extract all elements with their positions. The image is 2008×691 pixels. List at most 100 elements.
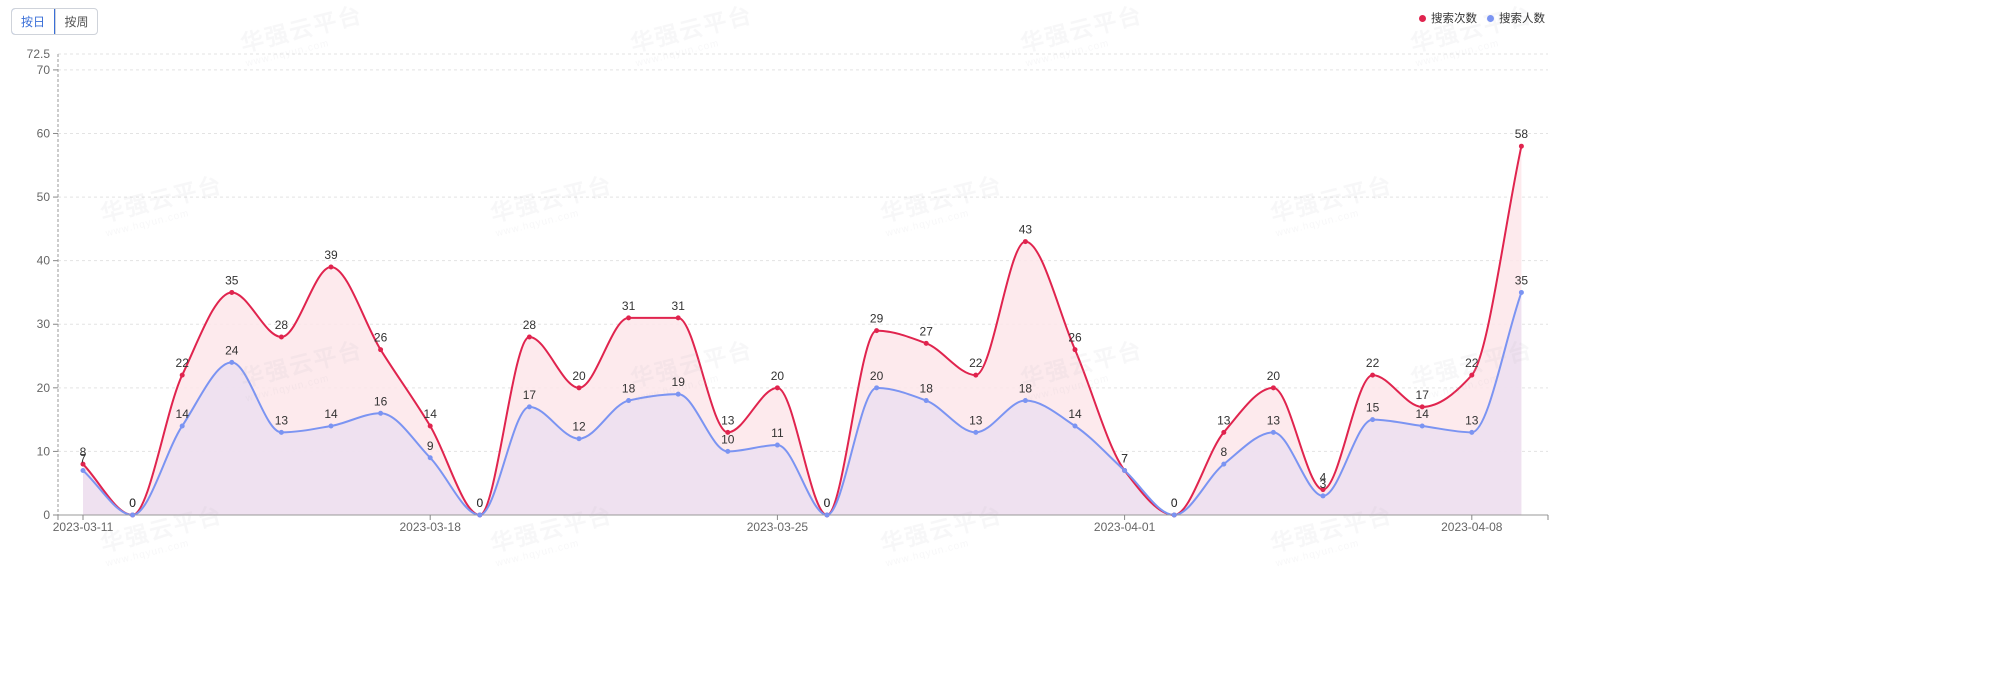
point-search-count[interactable] [278,334,284,340]
data-label-search-count: 13 [1217,413,1231,427]
data-label-search-count: 22 [176,356,190,370]
data-label-search-users: 12 [572,420,586,434]
point-search-count[interactable] [923,340,929,346]
line-search-users [82,292,1523,517]
point-search-users[interactable] [179,423,185,429]
point-search-count[interactable] [1221,429,1227,435]
point-search-count[interactable] [1270,385,1276,391]
series-points[interactable] [80,143,1524,518]
data-label-search-count: 27 [920,324,934,338]
point-search-users[interactable] [973,429,979,435]
period-toggle[interactable]: 按日 按周 [11,8,98,35]
point-search-users[interactable] [130,512,136,518]
chart-legend[interactable]: 搜索次数 搜索人数 [1419,10,1545,26]
by-week-button[interactable]: 按周 [55,9,97,34]
point-search-users[interactable] [1518,289,1524,295]
point-search-users[interactable] [1370,417,1376,423]
point-search-users[interactable] [774,442,780,448]
point-search-count[interactable] [229,289,235,295]
point-search-count[interactable] [1419,404,1425,410]
x-tick-label: 2023-04-01 [1094,520,1156,534]
point-search-users[interactable] [874,385,880,391]
point-search-count[interactable] [675,315,681,321]
legend-item-search-users[interactable]: 搜索人数 [1487,10,1545,26]
data-label-search-count: 39 [324,248,338,262]
data-label-search-users: 13 [1465,413,1479,427]
point-search-users[interactable] [824,512,830,518]
point-search-count[interactable] [179,372,185,378]
point-search-users[interactable] [1270,429,1276,435]
data-label-search-count: 35 [225,273,239,287]
data-label-search-count: 20 [572,369,586,383]
point-search-users[interactable] [725,448,731,454]
point-search-users[interactable] [427,455,433,461]
point-search-users[interactable] [1022,398,1028,404]
x-tick-label: 2023-03-11 [53,520,114,534]
data-label-search-users: 17 [523,388,537,402]
legend-label-search-users: 搜索人数 [1499,13,1545,25]
data-label-search-count: 28 [275,318,289,332]
point-search-users[interactable] [328,423,334,429]
data-label-search-users: 10 [721,432,735,446]
series-areas [83,146,1522,515]
data-label-search-count: 22 [969,356,983,370]
data-label-search-users: 7 [80,451,87,465]
data-label-search-count: 0 [1171,496,1178,510]
point-search-count[interactable] [973,372,979,378]
point-search-count[interactable] [774,385,780,391]
point-search-users[interactable] [1320,493,1326,499]
point-search-count[interactable] [1469,372,1475,378]
point-search-count[interactable] [576,385,582,391]
data-label-search-count: 13 [721,413,735,427]
point-search-users[interactable] [1072,423,1078,429]
data-label-search-count: 20 [1267,369,1281,383]
data-label-search-count: 4 [1320,471,1327,485]
point-search-users[interactable] [80,467,86,473]
point-search-count[interactable] [1518,143,1524,149]
point-search-count[interactable] [1022,239,1028,245]
data-label-search-count: 58 [1515,127,1529,141]
point-search-count[interactable] [80,461,86,467]
legend-item-search-count[interactable]: 搜索次数 [1419,10,1477,26]
point-search-users[interactable] [278,429,284,435]
data-label-search-users: 18 [1019,382,1033,396]
point-search-count[interactable] [874,328,880,334]
point-search-count[interactable] [526,334,532,340]
point-search-users[interactable] [675,391,681,397]
point-search-users[interactable] [923,398,929,404]
point-search-users[interactable] [1469,429,1475,435]
point-search-users[interactable] [526,404,532,410]
point-search-count[interactable] [1370,372,1376,378]
point-search-count[interactable] [1320,487,1326,493]
point-search-count[interactable] [328,264,334,270]
point-search-count[interactable] [378,347,384,353]
point-search-users[interactable] [477,512,483,518]
point-search-count[interactable] [626,315,632,321]
by-day-button[interactable]: 按日 [12,9,55,34]
data-label-search-users: 14 [324,407,338,421]
point-search-users[interactable] [576,436,582,442]
data-label-search-users: 0 [1171,496,1178,510]
point-search-users[interactable] [1171,512,1177,518]
data-label-search-count: 29 [870,312,884,326]
data-label-search-users: 14 [1416,407,1430,421]
point-search-users[interactable] [378,410,384,416]
data-label-search-count: 0 [129,496,136,510]
legend-dot-search-users [1487,14,1494,22]
point-search-count[interactable] [1072,347,1078,353]
point-search-users[interactable] [626,398,632,404]
data-label-search-users: 13 [969,413,983,427]
point-search-users[interactable] [1122,467,1128,473]
point-search-count[interactable] [427,423,433,429]
data-label-search-count: 43 [1019,223,1033,237]
data-label-search-users: 11 [771,426,784,440]
point-search-users[interactable] [1221,461,1227,467]
data-label-search-users: 3 [1320,477,1327,491]
point-search-users[interactable] [229,359,235,365]
data-label-search-users: 0 [129,496,136,510]
point-search-count[interactable] [725,429,731,435]
point-search-users[interactable] [1419,423,1425,429]
data-label-search-count: 0 [824,496,831,510]
